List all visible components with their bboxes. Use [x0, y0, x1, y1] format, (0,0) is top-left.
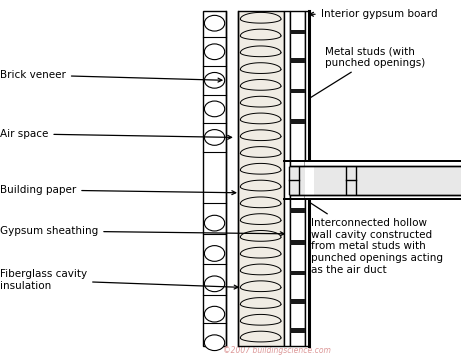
Circle shape — [204, 246, 225, 261]
Bar — [290, 30, 304, 35]
Text: Metal studs (with
punched openings): Metal studs (with punched openings) — [299, 46, 426, 105]
Bar — [304, 161, 314, 199]
Bar — [290, 119, 304, 124]
Circle shape — [204, 335, 225, 351]
Circle shape — [204, 15, 225, 31]
Bar — [290, 271, 304, 276]
Text: ©2007 buildingscience.com: ©2007 buildingscience.com — [223, 346, 331, 355]
Bar — [290, 166, 461, 195]
Bar — [290, 328, 304, 333]
Bar — [203, 11, 226, 346]
Text: Gypsum sheathing: Gypsum sheathing — [0, 226, 284, 236]
Bar — [290, 241, 304, 245]
Circle shape — [204, 101, 225, 117]
Circle shape — [204, 276, 225, 292]
Bar — [290, 59, 304, 63]
Circle shape — [204, 72, 225, 88]
Bar — [290, 11, 304, 346]
Text: Fiberglass cavity
insulation: Fiberglass cavity insulation — [0, 270, 238, 291]
Circle shape — [204, 306, 225, 322]
Text: Brick veneer: Brick veneer — [0, 70, 222, 82]
Text: Interconnected hollow
wall cavity constructed
from metal studs with
punched open: Interconnected hollow wall cavity constr… — [296, 193, 444, 275]
Bar — [284, 11, 290, 346]
Bar — [304, 11, 309, 346]
Bar — [237, 11, 284, 346]
Bar — [290, 208, 304, 213]
Bar — [290, 89, 304, 94]
Circle shape — [204, 130, 225, 145]
Bar — [237, 11, 284, 346]
Text: Interior gypsum board: Interior gypsum board — [310, 9, 438, 19]
Bar — [290, 299, 304, 304]
Circle shape — [204, 215, 225, 231]
Circle shape — [204, 44, 225, 60]
Text: Air space: Air space — [0, 129, 232, 139]
Text: Building paper: Building paper — [0, 185, 236, 195]
